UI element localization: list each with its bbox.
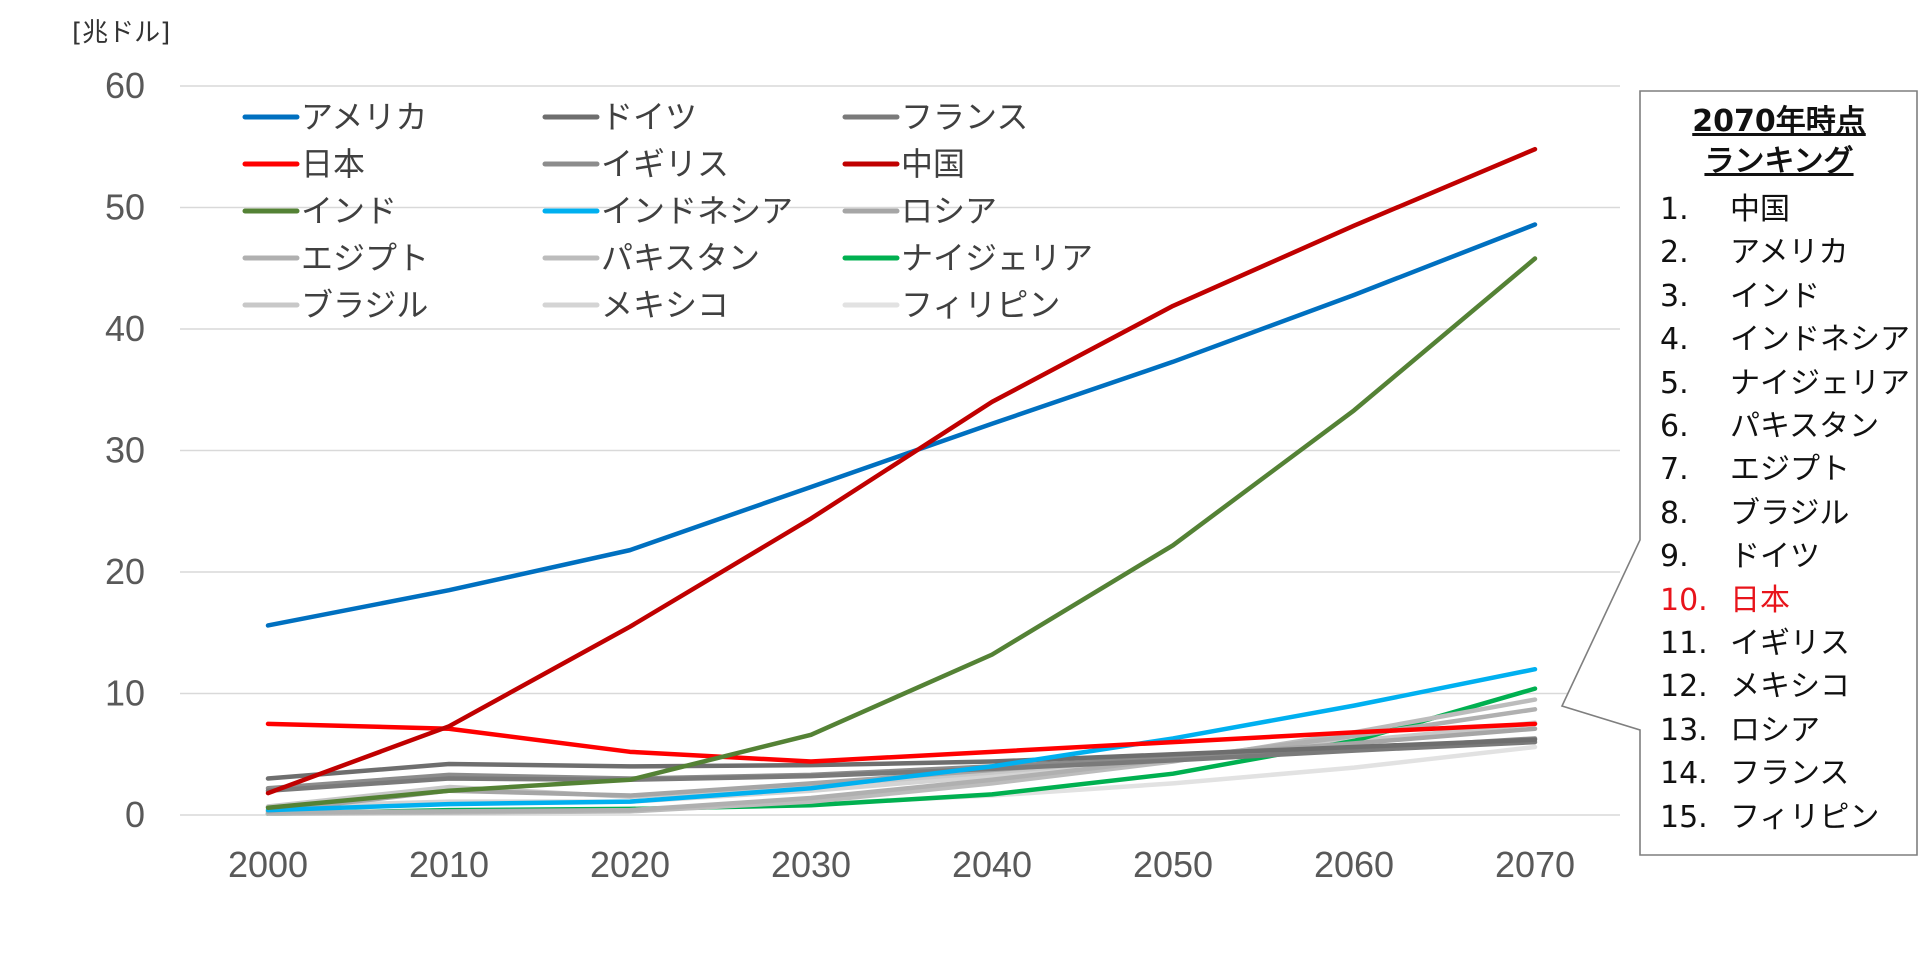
x-tick-label: 2060 — [1314, 844, 1394, 885]
ranking-item: 5. ナイジェリア — [1640, 362, 1918, 405]
ranking-country: ナイジェリア — [1730, 365, 1910, 401]
x-tick-label: 2070 — [1495, 844, 1575, 885]
legend-label: エジプト — [301, 239, 429, 277]
series-line-2 — [265, 737, 1538, 781]
ranking-country: アメリカ — [1730, 235, 1849, 271]
ranking-number: 14. — [1660, 756, 1708, 792]
series-line-10 — [265, 707, 1538, 815]
ranking-country: インドネシア — [1730, 322, 1910, 358]
ranking-country: パキスタン — [1730, 409, 1880, 445]
series-line-3 — [265, 739, 1538, 793]
legend-label: ブラジル — [301, 286, 428, 324]
x-tick-label: 2000 — [228, 844, 308, 885]
ranking-callout: 2070年時点 ランキング 1. 中国 2. アメリカ 3. インド 4. インドネシア 5. ナ… — [1560, 90, 1918, 856]
ranking-number: 10. — [1660, 582, 1708, 618]
legend-label: インドネシア — [601, 192, 793, 230]
y-tick-label: 30 — [105, 430, 145, 471]
ranking-item: 7. エジプト — [1640, 448, 1918, 491]
x-tick-label: 2030 — [771, 844, 851, 885]
series-line-6 — [265, 146, 1538, 796]
y-tick-label: 10 — [105, 673, 145, 714]
ranking-item: 13. ロシア — [1640, 709, 1918, 752]
legend-label: 日本 — [301, 145, 365, 183]
ranking-item: 1. 中国 — [1640, 188, 1918, 231]
ranking-country: ブラジル — [1730, 495, 1850, 531]
ranking-number: 4. — [1660, 322, 1689, 358]
ranking-item: 8. ブラジル — [1640, 492, 1918, 535]
ranking-box: 2070年時点 ランキング 1. 中国 2. アメリカ 3. インド 4. インドネシア 5. ナ… — [1640, 90, 1918, 856]
ranking-number: 8. — [1660, 495, 1689, 531]
y-tick-label: 0 — [125, 794, 145, 835]
series-line-8 — [265, 666, 1538, 813]
series-line-4 — [265, 721, 1538, 764]
ranking-item: 9. ドイツ — [1640, 535, 1918, 578]
x-tick-label: 2050 — [1133, 844, 1213, 885]
ranking-country: エジプト — [1730, 452, 1850, 488]
y-axis-unit-label: [兆ドル] — [72, 18, 171, 48]
legend-label: ドイツ — [601, 98, 697, 136]
legend-label: 中国 — [901, 145, 965, 183]
ranking-country: フィリピン — [1730, 799, 1880, 835]
ranking-number: 6. — [1660, 409, 1689, 445]
ranking-country: ロシア — [1730, 712, 1820, 748]
y-tick-label: 20 — [105, 551, 145, 592]
ranking-title-line1: 2070年時点 — [1692, 104, 1866, 139]
ranking-number: 2. — [1660, 235, 1689, 271]
x-tick-label: 2040 — [952, 844, 1032, 885]
ranking-item: 6. パキスタン — [1640, 405, 1918, 448]
legend-label: イギリス — [601, 145, 729, 183]
y-tick-label: 40 — [105, 308, 145, 349]
callout-border — [1560, 90, 1918, 856]
ranking-number: 5. — [1660, 365, 1689, 401]
x-tick-label: 2020 — [590, 844, 670, 885]
legend-label: フィリピン — [901, 286, 1060, 324]
x-tick-label: 2010 — [409, 844, 489, 885]
ranking-country: イギリス — [1730, 626, 1850, 662]
ranking-item: 15. フィリピン — [1640, 796, 1918, 839]
ranking-item: 10. 日本 — [1640, 579, 1918, 622]
ranking-country: インド — [1730, 278, 1820, 314]
ranking-item: 2. アメリカ — [1640, 231, 1918, 274]
legend-label: ロシア — [901, 192, 997, 230]
series-line-7 — [265, 256, 1538, 810]
ranking-country: ドイツ — [1730, 539, 1820, 575]
ranking-number: 9. — [1660, 539, 1689, 575]
legend-label: ナイジェリア — [901, 239, 1093, 277]
legend-label: メキシコ — [601, 286, 729, 324]
ranking-title-line2: ランキング — [1704, 144, 1854, 179]
ranking-number: 7. — [1660, 452, 1689, 488]
legend-label: フランス — [901, 98, 1028, 136]
ranking-country: 中国 — [1730, 192, 1790, 227]
ranking-number: 12. — [1660, 669, 1708, 705]
y-tick-label: 50 — [105, 187, 145, 228]
ranking-country: フランス — [1730, 756, 1850, 792]
y-axis-tick-labels: 0 10 20 30 40 50 60 — [105, 65, 145, 835]
ranking-item: 4. インドネシア — [1640, 318, 1918, 361]
ranking-item: 3. インド — [1640, 275, 1918, 318]
legend-label: パキスタン — [601, 239, 760, 277]
legend-label: インド — [301, 192, 397, 230]
y-tick-label: 60 — [105, 65, 145, 106]
ranking-item: 14. フランス — [1640, 752, 1918, 795]
series-lines — [265, 146, 1538, 817]
ranking-item: 11. イギリス — [1640, 622, 1918, 665]
ranking-number: 11. — [1660, 626, 1708, 662]
ranking-item: 12. メキシコ — [1640, 665, 1918, 708]
ranking-list: 1. 中国 2. アメリカ 3. インド 4. インドネシア 5. ナイジェリア 6. パキスタン 7.… — [1640, 188, 1918, 839]
legend-label: アメリカ — [301, 98, 427, 136]
x-axis-tick-labels: 2000 2010 2020 2030 2040 2050 2060 2070 — [228, 844, 1575, 885]
ranking-country: 日本 — [1730, 582, 1790, 618]
ranking-country: メキシコ — [1730, 669, 1850, 705]
ranking-number: 13. — [1660, 712, 1708, 748]
series-line-1 — [265, 222, 1538, 628]
ranking-number: 15. — [1660, 799, 1708, 835]
ranking-number: 3. — [1660, 278, 1689, 314]
ranking-number: 1. — [1660, 192, 1689, 227]
